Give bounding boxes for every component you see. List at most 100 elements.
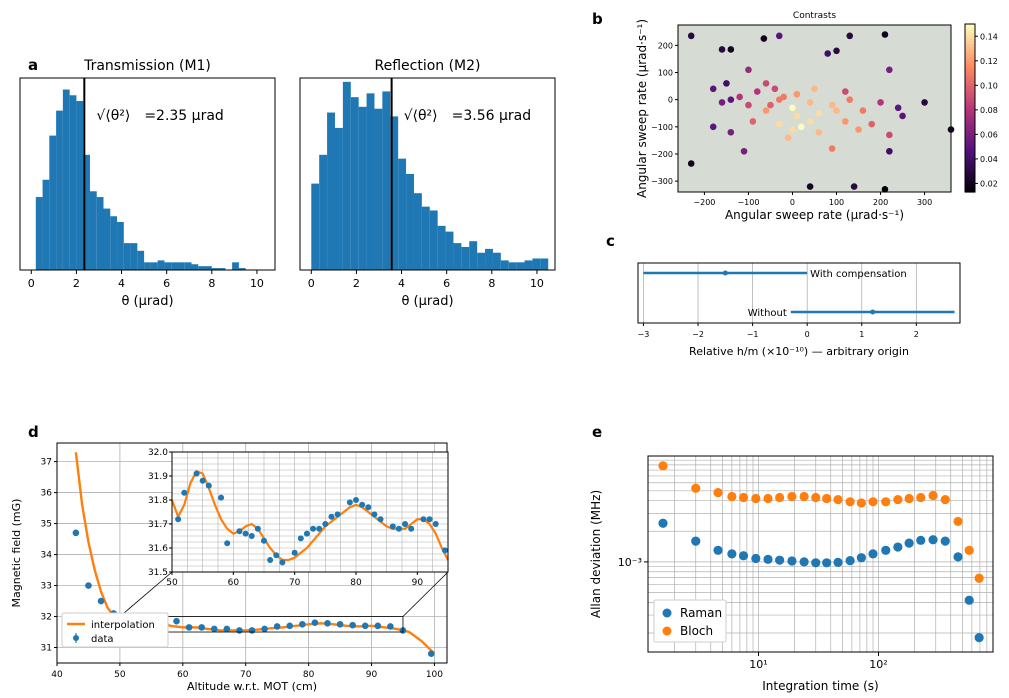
inset-data-point	[441, 547, 448, 554]
hist-title: Transmission (M1)	[83, 58, 211, 74]
hist-bar	[42, 179, 50, 270]
data-point	[845, 555, 855, 566]
scatter-point	[868, 120, 876, 128]
x-axis-label: Angular sweep rate (μrad·s⁻¹)	[725, 208, 904, 222]
scatter-point	[881, 31, 889, 38]
y-tick-label: 32	[41, 613, 52, 623]
x-axis-label: Altitude w.r.t. MOT (cm)	[187, 680, 317, 693]
row-label: With compensation	[810, 269, 907, 280]
data-point	[953, 516, 963, 527]
x-tick-label: 2	[73, 277, 80, 290]
inset-data-point	[291, 549, 298, 556]
data-point	[881, 545, 891, 555]
y-tick-label: 34	[41, 551, 53, 561]
colorbar-segment	[965, 178, 975, 182]
x-tick-label: 10	[530, 277, 544, 290]
data-point	[387, 623, 394, 630]
hist-bar	[211, 268, 219, 270]
y-tick-label: 31	[41, 644, 52, 654]
colorbar-segment	[965, 119, 975, 123]
scatter-point	[771, 85, 779, 93]
y-tick-label: 10⁻³	[618, 556, 642, 569]
hist-bar	[164, 262, 172, 270]
x-tick-label: 0	[790, 198, 795, 207]
inset-data-point	[322, 521, 329, 527]
scatter-point	[687, 160, 695, 167]
hist-bar	[334, 127, 343, 270]
colorbar-segment	[965, 124, 975, 129]
data-point	[964, 595, 974, 605]
inset-data-point	[242, 530, 249, 537]
data-point	[273, 623, 281, 630]
data-point	[940, 536, 950, 546]
x-tick-label: 10	[250, 277, 264, 290]
x-tick-label: 0	[28, 277, 35, 290]
hist-bar	[96, 197, 104, 270]
hist-bar	[184, 262, 192, 270]
scatter-point	[947, 126, 955, 133]
scatter-title: Contrasts	[793, 11, 836, 21]
x-tick-label: −3	[638, 330, 650, 339]
hist-bar	[83, 154, 90, 270]
data-point	[658, 461, 668, 471]
scatter-point	[723, 80, 730, 87]
inset-y-tick-label: 31.9	[148, 472, 168, 482]
colorbar-segment	[965, 105, 975, 109]
inset-frame	[171, 451, 449, 573]
allan-deviation-chart: 10¹ 10² 10⁻³ Integration time (s) Allan devi…	[589, 455, 994, 693]
data-point	[72, 529, 80, 537]
y-tick-label: 33	[41, 582, 52, 592]
inset-data-point	[395, 525, 402, 532]
hist-bar	[137, 250, 145, 270]
legend-box	[653, 599, 727, 643]
hist-bar	[429, 210, 438, 270]
x-tick-label: 300	[917, 198, 932, 207]
hist-bar	[485, 248, 493, 270]
data-point	[916, 492, 926, 503]
estimate-point	[870, 309, 876, 315]
inset-data-point	[218, 494, 225, 501]
colorbar-segment	[965, 164, 975, 168]
data-point	[311, 619, 319, 627]
colorbar-segment	[965, 35, 975, 39]
hist-bar	[76, 101, 84, 270]
data-point	[964, 545, 974, 555]
scatter-point	[833, 107, 840, 114]
x-axis-label: θ (μrad)	[121, 294, 173, 309]
hist-bar	[171, 262, 178, 270]
inset-data-point	[205, 482, 212, 489]
hist-bar	[461, 246, 470, 270]
colorbar-segment	[965, 172, 975, 176]
colorbar-segment	[965, 180, 975, 185]
inset-data-point	[181, 489, 188, 496]
inset-data-point	[377, 516, 384, 523]
data-point	[738, 492, 749, 503]
plot-frame	[19, 77, 276, 271]
data-point	[811, 558, 821, 568]
inset-interpolation-line	[170, 469, 449, 562]
colorbar-segment	[965, 166, 975, 171]
hist-bar	[382, 91, 391, 270]
colorbar-segment	[965, 183, 975, 187]
colorbar-segment	[965, 150, 975, 154]
data-point	[868, 497, 878, 507]
x-tick-label: 8	[488, 277, 495, 290]
scatter-point	[899, 112, 906, 120]
colorbar-segment	[965, 57, 975, 61]
inset-x-tick-label: 60	[228, 578, 240, 588]
hist-bar	[35, 197, 43, 270]
colorbar-segment	[965, 161, 975, 165]
scatter-point	[762, 107, 770, 114]
data-point	[349, 621, 356, 629]
scatter-point	[745, 101, 752, 109]
x-tick-label: 4	[118, 277, 125, 290]
data-point	[751, 553, 761, 564]
scatter-frame	[677, 24, 952, 193]
data-point	[881, 497, 891, 507]
scatter-point	[894, 104, 902, 112]
hist-bar	[406, 174, 414, 270]
data-point	[286, 622, 294, 630]
hist-bar	[374, 108, 383, 270]
colorbar-tick-label: 0.10	[980, 81, 998, 90]
x-tick-label: 80	[303, 670, 315, 680]
